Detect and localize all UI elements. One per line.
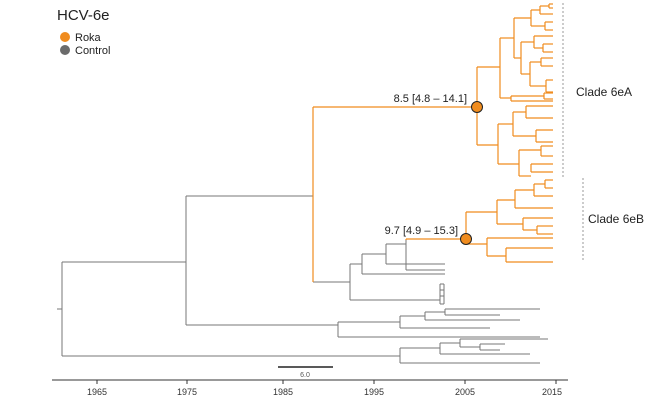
legend-control-label: Control [75, 45, 110, 57]
clade-b-ancestor-node [460, 233, 472, 245]
clade-a-ancestor-node [471, 101, 483, 113]
clade-b-label: Clade 6eB [588, 212, 644, 226]
scale-bar-label: 6.0 [300, 372, 310, 379]
axis-tick-label: 2015 [542, 387, 562, 397]
legend-control-marker [60, 45, 70, 55]
clade-a-node-label: 8.5 [4.8 – 14.1] [394, 93, 467, 105]
time-axis: 1965 1975 1985 1995 2005 2015 [52, 379, 568, 397]
axis-tick-label: 1985 [273, 387, 293, 397]
roka-branches [312, 3, 553, 282]
axis-tick-label: 1995 [364, 387, 384, 397]
legend-roka-label: Roka [75, 32, 102, 44]
clade-a-label: Clade 6eA [576, 85, 632, 99]
figure-title: HCV-6e [57, 7, 110, 24]
axis-tick-label: 2005 [455, 387, 475, 397]
control-branches [57, 195, 548, 364]
axis-tick-label: 1965 [87, 387, 107, 397]
legend-roka-marker [60, 32, 70, 42]
legend: Roka Control [60, 32, 110, 57]
axis-tick-label: 1975 [177, 387, 197, 397]
clade-b-node-label: 9.7 [4.9 – 15.3] [385, 225, 458, 237]
